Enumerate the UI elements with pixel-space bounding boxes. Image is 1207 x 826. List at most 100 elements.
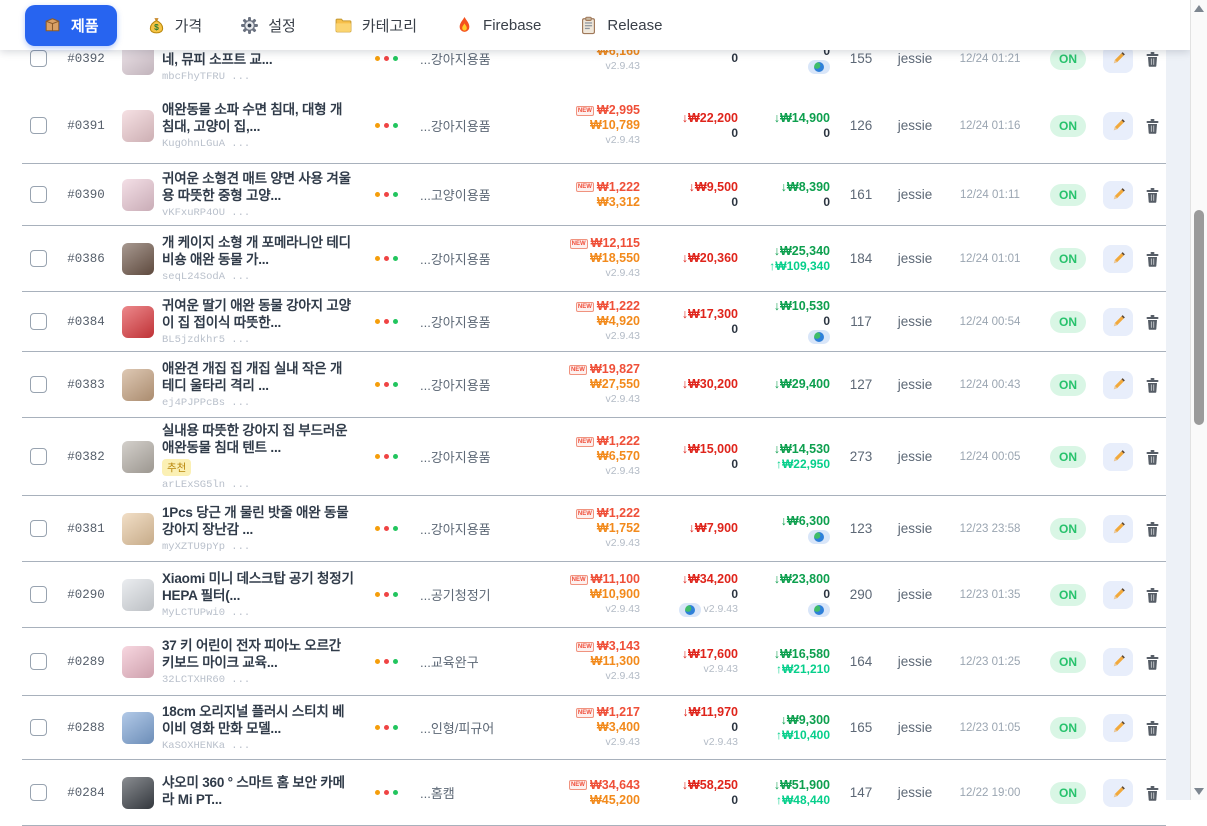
row-checkbox[interactable] xyxy=(30,117,47,134)
delete-button[interactable] xyxy=(1141,181,1163,209)
status-toggle[interactable]: ON xyxy=(1050,583,1086,606)
price-compare-low: ↓₩34,200 0 v2.9.43 xyxy=(646,572,744,617)
status-toggle[interactable]: ON xyxy=(1050,650,1086,673)
price-source: NEW ₩19,827 ₩27,550 v2.9.43 xyxy=(568,362,640,405)
delete-button[interactable] xyxy=(1141,245,1163,273)
top-navigation: 제품 $ 가격 설정 카테고리 Firebase Release xyxy=(0,0,1190,50)
row-checkbox[interactable] xyxy=(30,376,47,393)
status-toggle[interactable]: ON xyxy=(1050,114,1086,137)
product-code: ej4PJPPcBs ... xyxy=(162,397,251,409)
row-checkbox[interactable] xyxy=(30,653,47,670)
table-row: #0386 개 케이지 소형 개 포메라니안 테디 비숑 애완 동물 가... … xyxy=(22,226,1166,292)
product-code: MyLCTUPwi0 ... xyxy=(162,607,251,619)
row-checkbox[interactable] xyxy=(30,784,47,801)
delete-button[interactable] xyxy=(1141,308,1163,336)
product-category: ...인형/피규어 xyxy=(420,721,495,736)
scroll-up-arrow-icon[interactable] xyxy=(1194,5,1204,12)
scroll-down-arrow-icon[interactable] xyxy=(1194,788,1204,795)
table-row: #0392 네, 뮤피 소프트 교... mbcFhyTFRU ... ...강… xyxy=(22,50,1166,88)
stat-count: 184 xyxy=(849,251,873,266)
row-checkbox[interactable] xyxy=(30,50,47,67)
status-toggle[interactable]: ON xyxy=(1050,247,1086,270)
delete-button[interactable] xyxy=(1141,371,1163,399)
nav-tab-categories[interactable]: 카테고리 xyxy=(334,15,417,36)
edit-button[interactable] xyxy=(1103,370,1133,399)
owner-name: jessie xyxy=(897,521,933,536)
product-title: 실내용 따뜻한 강아지 집 부드러운 애완동물 침대 텐트 ... xyxy=(162,423,348,455)
row-checkbox[interactable] xyxy=(30,719,47,736)
price-compare-sale: ↓₩6,300 xyxy=(744,514,836,544)
scrollbar-thumb[interactable] xyxy=(1194,210,1204,425)
status-toggle[interactable]: ON xyxy=(1050,781,1086,804)
status-toggle[interactable]: ON xyxy=(1050,183,1086,206)
version-tag: v2.9.43 xyxy=(605,537,640,549)
red-dot-icon xyxy=(383,526,389,531)
edit-button[interactable] xyxy=(1103,111,1133,140)
row-checkbox[interactable] xyxy=(30,586,47,603)
edit-button[interactable] xyxy=(1103,307,1133,336)
edit-button[interactable] xyxy=(1103,180,1133,209)
price-compare-sale: ↓₩9,300 ↑₩10,400 xyxy=(775,712,830,742)
price-source: NEW ₩34,643 ₩45,200 xyxy=(568,777,640,807)
green-dot-icon xyxy=(392,192,398,197)
nav-tab-pricing[interactable]: $ 가격 xyxy=(147,15,202,36)
edit-button[interactable] xyxy=(1103,713,1133,742)
pencil-icon xyxy=(1113,252,1125,264)
price-compare-low: 0 xyxy=(731,51,738,65)
stat-count: 290 xyxy=(849,587,873,602)
page-gutter xyxy=(1166,50,1190,800)
nav-tab-products[interactable]: 제품 xyxy=(25,4,117,46)
nav-tab-settings[interactable]: 설정 xyxy=(240,15,296,36)
product-title: Xiaomi 미니 데스크탑 공기 청정기 HEPA 필터(... xyxy=(162,571,354,603)
status-toggle[interactable]: ON xyxy=(1050,445,1086,468)
indicator-dots xyxy=(366,454,406,459)
product-id: #0288 xyxy=(67,720,105,735)
updated-at: 12/23 01:35 xyxy=(959,588,1021,601)
version-tag: v2.9.43 xyxy=(605,736,640,748)
delete-button[interactable] xyxy=(1141,581,1163,609)
status-toggle[interactable]: ON xyxy=(1050,373,1086,396)
edit-button[interactable] xyxy=(1103,778,1133,807)
edit-button[interactable] xyxy=(1103,442,1133,471)
nav-tab-release[interactable]: Release xyxy=(579,16,662,35)
nav-tab-firebase[interactable]: Firebase xyxy=(455,16,541,35)
product-thumbnail xyxy=(122,776,154,809)
updated-at: 12/23 01:25 xyxy=(959,655,1021,668)
stat-count: 126 xyxy=(849,118,873,133)
delete-button[interactable] xyxy=(1141,714,1163,742)
row-checkbox[interactable] xyxy=(30,448,47,465)
status-toggle[interactable]: ON xyxy=(1050,50,1086,70)
edit-button[interactable] xyxy=(1103,50,1133,73)
row-checkbox[interactable] xyxy=(30,313,47,330)
edit-button[interactable] xyxy=(1103,244,1133,273)
row-checkbox[interactable] xyxy=(30,250,47,267)
delete-button[interactable] xyxy=(1141,648,1163,676)
price-compare-sale: ↓₩10,530 0 xyxy=(744,299,836,344)
edit-button[interactable] xyxy=(1103,580,1133,609)
red-dot-icon xyxy=(383,382,389,387)
edit-button[interactable] xyxy=(1103,647,1133,676)
table-row: #0390 귀여운 소형견 매트 양면 사용 겨울용 따뜻한 중형 고양... … xyxy=(22,164,1166,226)
pencil-icon xyxy=(1113,378,1125,390)
status-toggle[interactable]: ON xyxy=(1050,310,1086,333)
delete-button[interactable] xyxy=(1141,443,1163,471)
row-checkbox[interactable] xyxy=(30,186,47,203)
price-source: NEW ₩1,217 ₩3,400 v2.9.43 xyxy=(575,705,640,748)
delete-button[interactable] xyxy=(1141,779,1163,807)
status-toggle[interactable]: ON xyxy=(1050,716,1086,739)
edit-button[interactable] xyxy=(1103,514,1133,543)
version-tag: v2.9.43 xyxy=(703,662,738,675)
delete-button[interactable] xyxy=(1141,515,1163,543)
updated-at: 12/24 00:54 xyxy=(959,315,1021,328)
green-dot-icon xyxy=(392,659,398,664)
page-scrollbar[interactable] xyxy=(1190,0,1207,800)
delete-button[interactable] xyxy=(1141,50,1163,73)
updated-at: 12/23 01:05 xyxy=(959,721,1021,734)
orange-dot-icon xyxy=(374,592,380,597)
delete-button[interactable] xyxy=(1141,112,1163,140)
row-checkbox[interactable] xyxy=(30,520,47,537)
indicator-dots xyxy=(366,526,406,531)
indicator-dots xyxy=(366,319,406,324)
pencil-icon xyxy=(1113,522,1125,534)
status-toggle[interactable]: ON xyxy=(1050,517,1086,540)
